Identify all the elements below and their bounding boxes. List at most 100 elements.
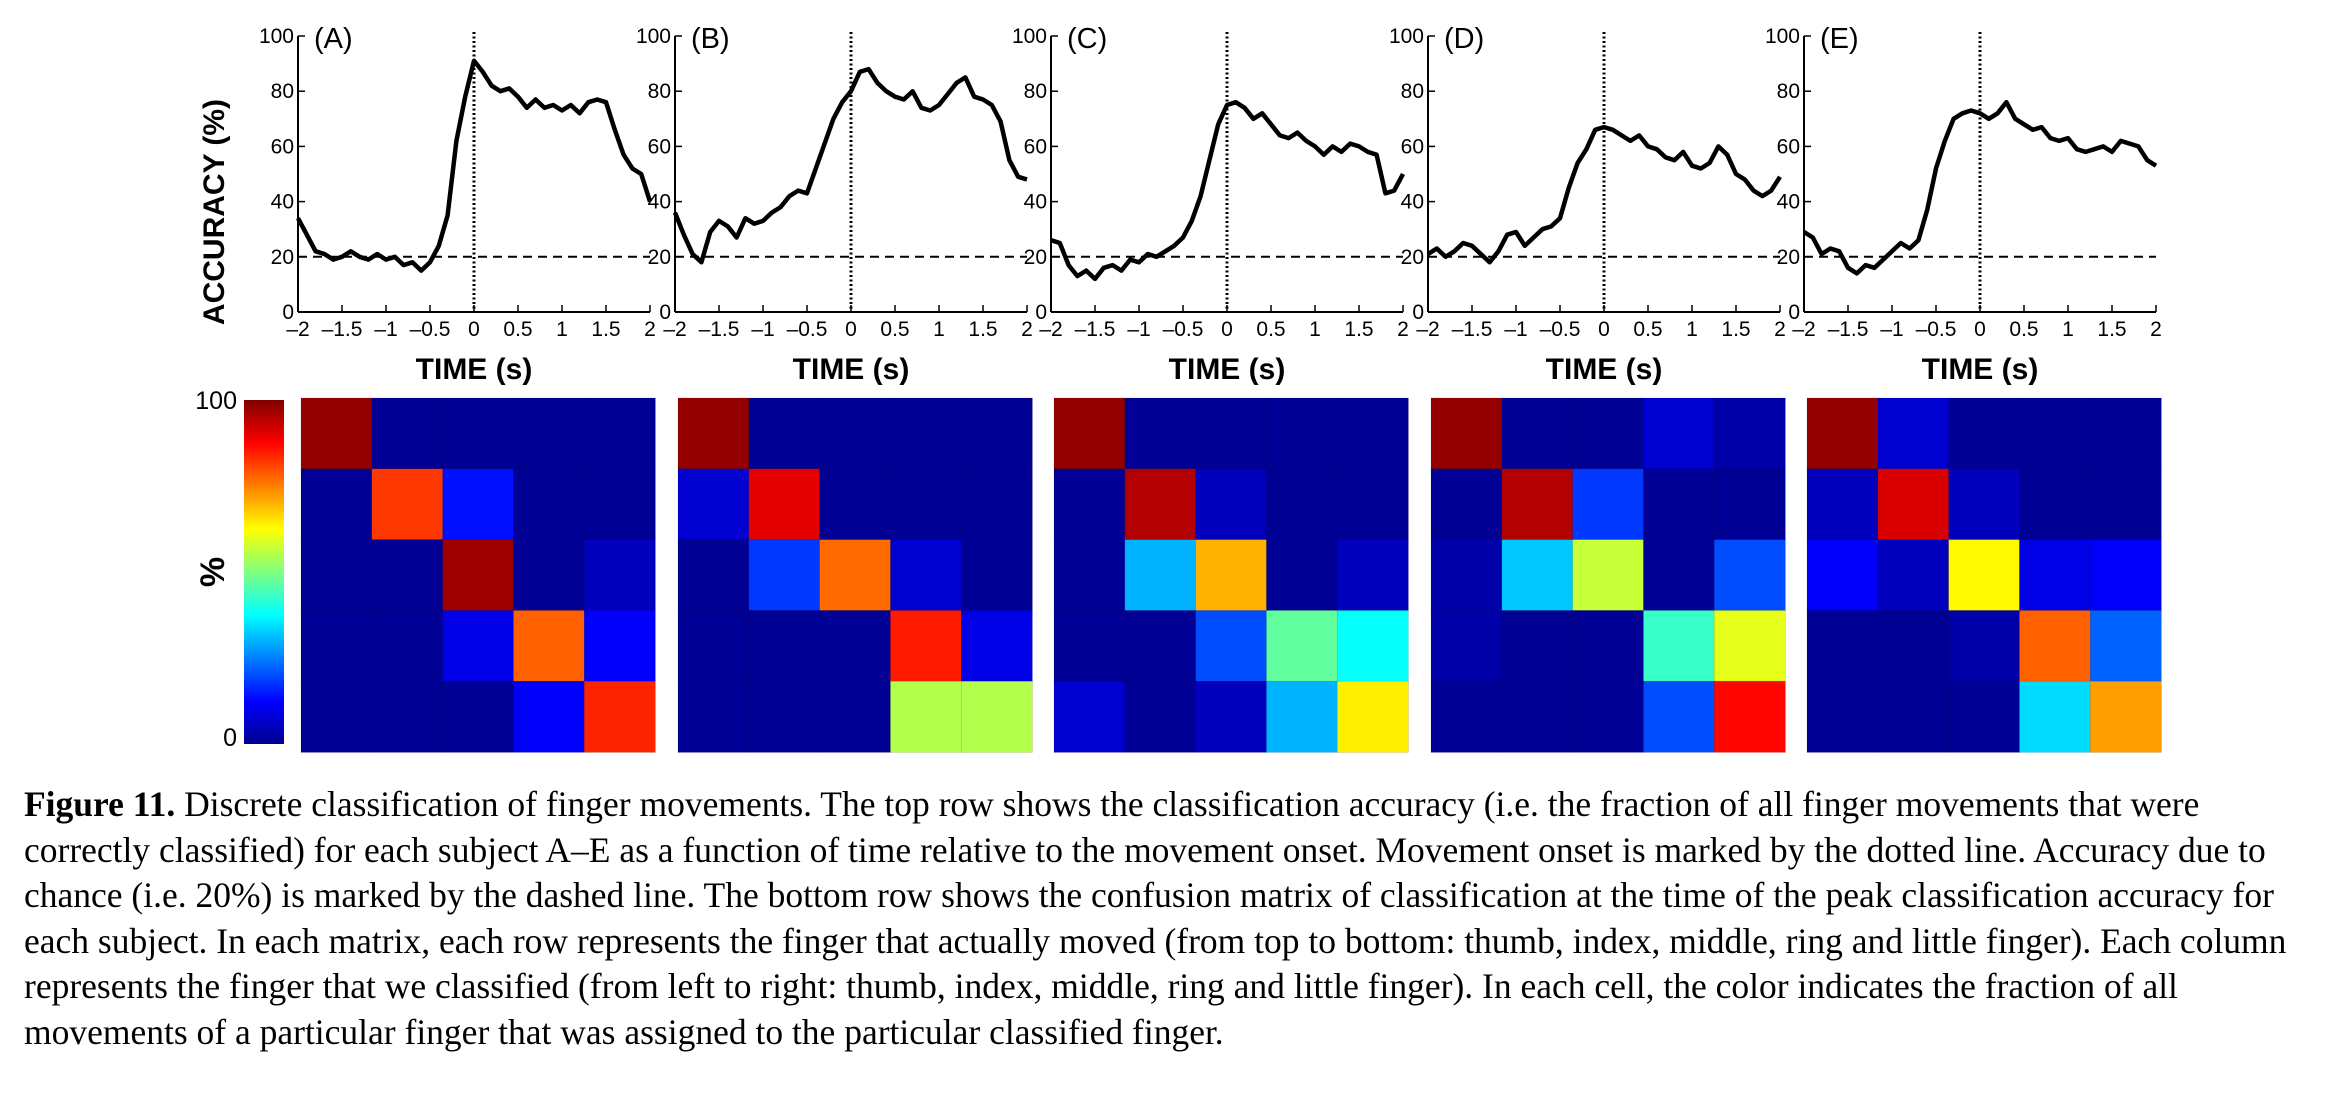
matrix-cell <box>1572 610 1645 682</box>
matrix-cell <box>1336 610 1409 682</box>
x-tick-label: 0 <box>1221 318 1233 341</box>
y-tick-label: 100 <box>1765 25 1800 48</box>
matrix-cell <box>748 468 821 541</box>
y-tick-label: 40 <box>1777 191 1800 214</box>
y-tick-label: 40 <box>1401 191 1424 214</box>
matrix-cell <box>1572 539 1645 612</box>
confusion-matrix-1 <box>677 397 1033 753</box>
x-tick-label: –1 <box>751 318 774 341</box>
matrix-cell <box>2089 610 2162 682</box>
matrix-cell <box>1266 610 1338 682</box>
matrix-cell <box>1195 539 1268 612</box>
matrix-cell <box>677 397 750 470</box>
matrix-cell <box>1713 539 1786 612</box>
accuracy-panel-3: 0 20 40 60 80 100 –2 –1.5 –1 –0.5 0 0.5 1 1.5 2 (D) TIME… <box>1389 23 1786 386</box>
matrix-cell <box>2089 468 2162 541</box>
matrix-cell <box>1877 610 1950 682</box>
matrix-cell <box>1806 397 1879 470</box>
matrix-cell <box>442 397 515 470</box>
x-tick-label: –1 <box>1880 318 1903 341</box>
matrix-cell <box>677 468 750 541</box>
x-tick-label: –2 <box>1792 318 1815 341</box>
y-tick-label: 40 <box>1024 191 1047 214</box>
matrix-cell <box>1877 680 1950 753</box>
confusion-matrix-4 <box>1806 397 2162 753</box>
matrix-cell <box>890 539 962 612</box>
matrix-cell <box>1124 397 1197 470</box>
matrix-cell <box>1643 680 1715 753</box>
matrix-cell <box>1643 610 1715 682</box>
matrix-cell <box>1336 680 1409 753</box>
x-axis-label: TIME (s) <box>1169 353 1286 386</box>
panel-label: (C) <box>1067 23 1107 55</box>
colorbar-label: % <box>194 557 232 587</box>
y-tick-label: 40 <box>648 191 671 214</box>
matrix-cell <box>1713 680 1786 753</box>
matrix-cell <box>513 680 585 753</box>
matrix-cell <box>1948 539 2021 612</box>
matrix-cell <box>1806 468 1879 541</box>
matrix-cell <box>960 397 1033 470</box>
matrix-cell <box>442 680 515 753</box>
x-tick-label: –1 <box>1127 318 1150 341</box>
accuracy-line <box>1050 99 1405 282</box>
matrix-cell <box>1643 397 1715 470</box>
figure-caption: Figure 11. Discrete classification of fi… <box>24 782 2314 1055</box>
y-tick-label: 60 <box>1024 135 1047 158</box>
accuracy-panel-0: 0 20 40 60 80 100 –2 –1.5 –1 –0.5 0 0.5 1 1.5 2 (A) TIME… <box>259 23 656 386</box>
matrix-cell <box>677 539 750 612</box>
x-tick-label: –1.5 <box>322 318 363 341</box>
matrix-cell <box>1266 397 1338 470</box>
x-axis-label: TIME (s) <box>416 353 533 386</box>
x-tick-label: –1.5 <box>699 318 740 341</box>
matrix-cell <box>1124 539 1197 612</box>
x-tick-label: 0.5 <box>2009 318 2038 341</box>
x-tick-label: 2 <box>2150 318 2162 341</box>
matrix-cell <box>1877 397 1950 470</box>
x-tick-label: 0 <box>845 318 857 341</box>
panel-label: (B) <box>691 23 730 55</box>
x-tick-label: 1.5 <box>1344 318 1373 341</box>
matrix-cell <box>513 610 585 682</box>
y-tick-label: 80 <box>1024 80 1047 103</box>
x-tick-label: 2 <box>644 318 656 341</box>
matrix-cell <box>1336 397 1409 470</box>
matrix-cell <box>1053 680 1126 753</box>
y-tick-label: 60 <box>1777 135 1800 158</box>
x-tick-label: 0.5 <box>1633 318 1662 341</box>
matrix-cell <box>1806 610 1879 682</box>
x-tick-label: 1 <box>1686 318 1698 341</box>
matrix-cell <box>1053 397 1126 470</box>
colorbar-tick-100: 100 <box>195 387 237 415</box>
matrix-cell <box>1266 680 1338 753</box>
matrix-cell <box>960 468 1033 541</box>
matrix-cell <box>1124 468 1197 541</box>
matrix-cell <box>2019 680 2091 753</box>
x-axis-label: TIME (s) <box>793 353 910 386</box>
y-tick-label: 0 <box>1412 301 1424 324</box>
matrix-cell <box>748 397 821 470</box>
matrix-cell <box>1948 468 2021 541</box>
matrix-cell <box>371 680 444 753</box>
matrix-cell <box>2089 539 2162 612</box>
y-tick-label: 80 <box>271 80 294 103</box>
accuracy-line <box>296 58 653 273</box>
y-tick-label: 20 <box>1024 246 1047 269</box>
x-tick-label: 1 <box>933 318 945 341</box>
matrix-cell <box>1501 680 1574 753</box>
matrix-cell <box>748 610 821 682</box>
matrix-cell <box>1336 539 1409 612</box>
matrix-cell <box>960 680 1033 753</box>
x-tick-label: –0.5 <box>1916 318 1957 341</box>
matrix-cell <box>1266 468 1338 541</box>
x-tick-label: 2 <box>1021 318 1033 341</box>
matrix-cell <box>748 539 821 612</box>
y-tick-label: 20 <box>648 246 671 269</box>
matrix-cell <box>2019 610 2091 682</box>
panel-label: (E) <box>1820 23 1859 55</box>
matrix-cell <box>371 397 444 470</box>
matrix-cell <box>819 539 892 612</box>
matrix-cell <box>1713 468 1786 541</box>
y-tick-label: 0 <box>659 301 671 324</box>
x-tick-label: 1 <box>556 318 568 341</box>
